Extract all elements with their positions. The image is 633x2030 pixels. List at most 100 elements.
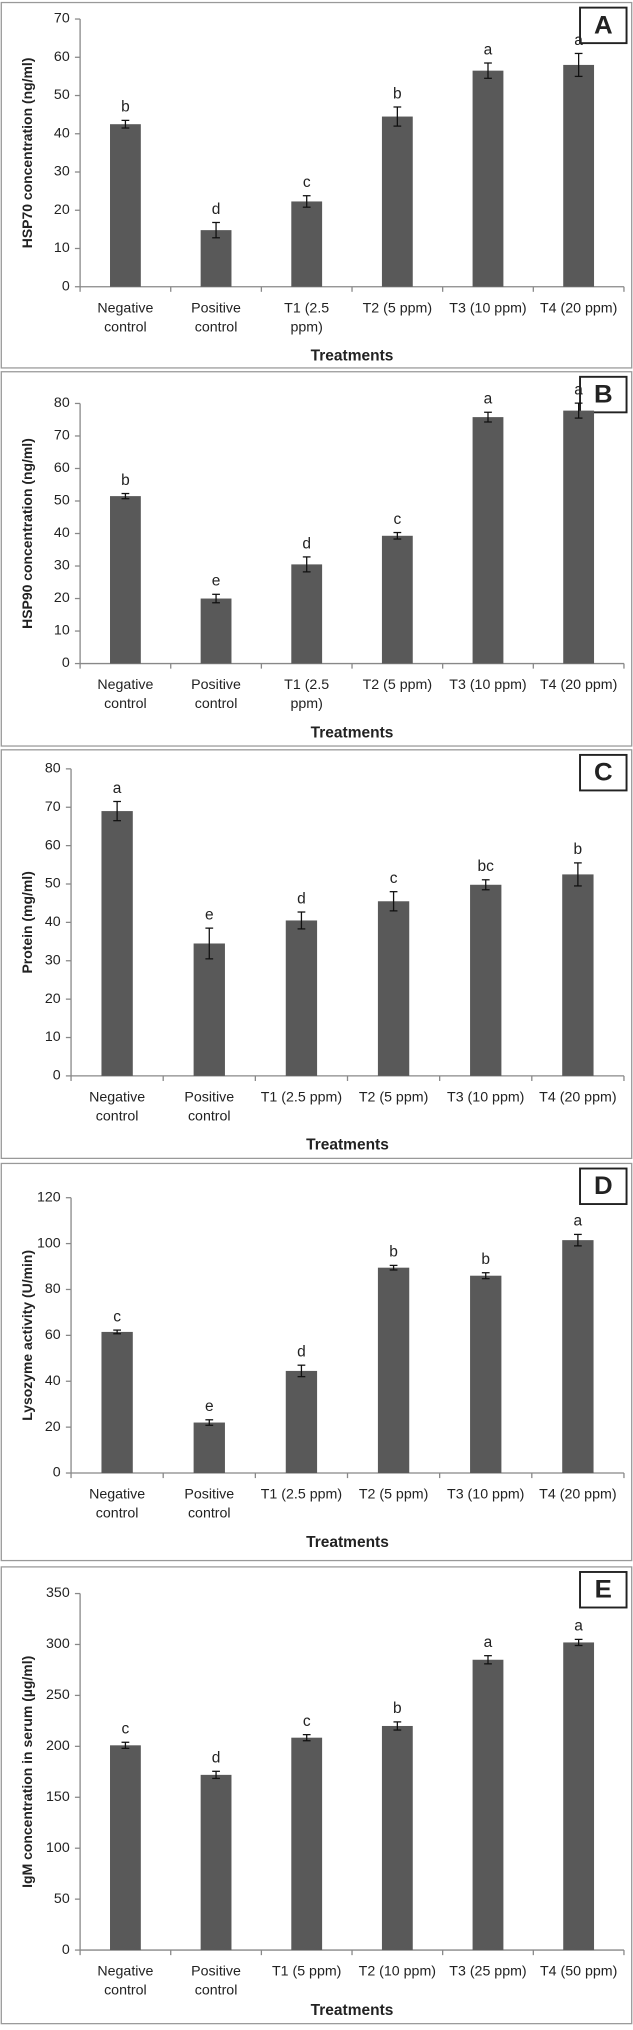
y-tick-label: 80 bbox=[54, 394, 70, 410]
error-bar bbox=[389, 891, 398, 912]
bar bbox=[110, 496, 141, 664]
x-tick-label: T2 (5 ppm) bbox=[363, 676, 432, 692]
bar bbox=[470, 1275, 502, 1474]
significance-label: c bbox=[390, 870, 398, 887]
bar bbox=[472, 70, 504, 287]
panel-letter-box bbox=[579, 1167, 628, 1205]
bar bbox=[193, 1422, 225, 1474]
panel-letter-box bbox=[579, 6, 628, 45]
significance-label: e bbox=[205, 1398, 214, 1415]
y-tick-label: 50 bbox=[54, 86, 70, 102]
x-tick-label: T1 (5 ppm) bbox=[272, 1962, 341, 1978]
bar bbox=[563, 64, 595, 287]
error-bar bbox=[212, 221, 220, 239]
x-tick-line: control bbox=[104, 695, 147, 711]
x-tick-line: Positive bbox=[191, 1962, 241, 1978]
x-tick-line: T4 (20 ppm) bbox=[540, 299, 617, 315]
panel-letter-box bbox=[579, 1571, 628, 1609]
panel-frame bbox=[0, 749, 633, 1160]
y-tick-label: 100 bbox=[46, 1839, 70, 1855]
x-axis-label: Treatments bbox=[311, 2002, 394, 2019]
x-tick-line: T4 (50 ppm) bbox=[540, 1962, 617, 1978]
error-bar bbox=[297, 911, 306, 930]
bar bbox=[377, 901, 410, 1076]
y-tick-label: 30 bbox=[45, 952, 61, 968]
y-axis-label: HSP90 concentration (ng/ml) bbox=[19, 438, 35, 629]
x-tick-line: T3 (25 ppm) bbox=[449, 1962, 526, 1978]
significance-label: d bbox=[212, 201, 221, 218]
significance-label: a bbox=[574, 32, 583, 49]
y-tick-label: 70 bbox=[45, 798, 61, 814]
significance-label: c bbox=[303, 1713, 311, 1730]
x-tick-line: T2 (5 ppm) bbox=[359, 1485, 428, 1501]
y-tick-label: 0 bbox=[53, 1464, 61, 1480]
panel-letter: C bbox=[594, 759, 613, 787]
bar bbox=[200, 598, 232, 664]
x-tick-line: control bbox=[195, 1981, 238, 1997]
panel-frame bbox=[0, 371, 633, 747]
y-tick-label: 100 bbox=[37, 1234, 61, 1250]
error-bar bbox=[205, 1419, 214, 1426]
bar bbox=[285, 1370, 318, 1474]
x-axis-label: Treatments bbox=[306, 1534, 389, 1551]
x-tick-line: ppm) bbox=[291, 318, 323, 334]
bar bbox=[562, 1240, 594, 1474]
error-bar bbox=[393, 531, 402, 540]
error-bar bbox=[484, 62, 492, 79]
y-tick-label: 250 bbox=[46, 1686, 70, 1702]
y-tick-label: 20 bbox=[54, 589, 70, 605]
y-tick-label: 10 bbox=[54, 239, 70, 255]
x-tick-label: T2 (10 ppm) bbox=[359, 1962, 436, 1978]
bar bbox=[101, 811, 133, 1076]
error-bar bbox=[212, 593, 220, 604]
bar bbox=[381, 116, 413, 287]
x-tick-label: Positive control bbox=[191, 1962, 241, 1997]
y-axis-label: Protein (mg/ml) bbox=[19, 871, 35, 973]
x-axis-label: Treatments bbox=[306, 1137, 389, 1154]
y-tick-label: 80 bbox=[45, 1280, 61, 1296]
significance-label: d bbox=[297, 890, 306, 907]
x-tick-label: T3 (25 ppm) bbox=[449, 1962, 526, 1978]
bar bbox=[101, 1331, 133, 1474]
x-axis-label: Treatments bbox=[311, 724, 394, 741]
error-bar bbox=[481, 879, 490, 891]
y-tick-label: 0 bbox=[62, 1941, 70, 1957]
error-bar bbox=[484, 1655, 492, 1665]
error-bar bbox=[302, 195, 311, 208]
bar bbox=[200, 1774, 232, 1951]
error-bar bbox=[574, 862, 582, 887]
significance-label: d bbox=[302, 535, 311, 552]
y-tick-label: 20 bbox=[54, 201, 70, 217]
bar bbox=[193, 943, 225, 1076]
error-bar bbox=[481, 1272, 490, 1280]
y-tick-label: 60 bbox=[54, 459, 70, 475]
x-tick-label: T3 (10 ppm) bbox=[447, 1088, 524, 1104]
error-bar bbox=[121, 1741, 130, 1750]
error-bar bbox=[389, 1264, 398, 1271]
x-tick-line: Positive bbox=[184, 1088, 234, 1104]
bar bbox=[563, 410, 595, 664]
x-tick-line: control bbox=[188, 1504, 231, 1520]
x-tick-label: T1 (2.5 ppm) bbox=[261, 1485, 342, 1501]
y-tick-label: 150 bbox=[46, 1788, 70, 1804]
significance-label: a bbox=[113, 780, 122, 797]
y-tick-label: 70 bbox=[54, 10, 70, 26]
x-tick-label: T4 (50 ppm) bbox=[540, 1962, 617, 1978]
bar bbox=[562, 874, 594, 1076]
x-axis-label: Treatments bbox=[311, 348, 394, 365]
x-tick-label: T4 (20 ppm) bbox=[540, 299, 617, 315]
y-tick-label: 20 bbox=[45, 1418, 61, 1434]
bar bbox=[472, 417, 504, 664]
significance-label: a bbox=[574, 1618, 583, 1635]
x-tick-line: Positive bbox=[191, 299, 241, 315]
significance-label: b bbox=[393, 85, 402, 102]
panel-frame bbox=[0, 1566, 633, 2025]
x-tick-label: Positive control bbox=[191, 299, 241, 334]
x-tick-label: T1 (2.5 ppm) bbox=[284, 299, 329, 334]
error-bar bbox=[297, 1364, 306, 1378]
panel-letter: D bbox=[594, 1172, 613, 1200]
x-tick-line: Negative bbox=[97, 299, 153, 315]
x-tick-line: control bbox=[96, 1107, 139, 1123]
significance-label: e bbox=[212, 573, 221, 590]
y-tick-label: 0 bbox=[53, 1067, 61, 1083]
